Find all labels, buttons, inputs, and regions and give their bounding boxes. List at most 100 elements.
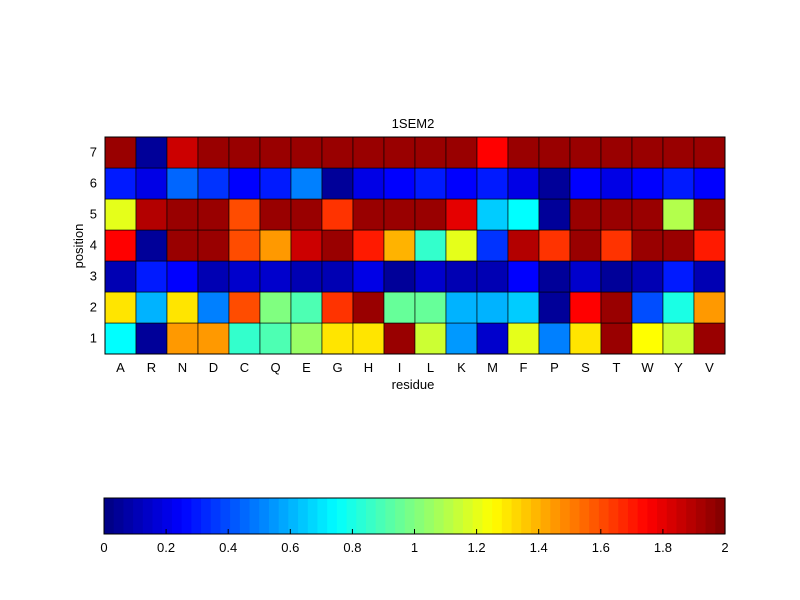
colorbar-swatch (598, 498, 610, 534)
heatmap-cell (662, 322, 695, 355)
heatmap-cell (476, 260, 509, 293)
heatmap-cell (352, 260, 385, 293)
heatmap-cell (445, 322, 478, 355)
colorbar-tick-label: 1.6 (592, 540, 610, 555)
heatmap-cell (166, 198, 199, 231)
heatmap-cell (383, 291, 416, 324)
heatmap-cell (290, 260, 323, 293)
colorbar-tick-label: 0 (100, 540, 107, 555)
heatmap-cell (445, 291, 478, 324)
colorbar-swatch (152, 498, 163, 534)
colorbar-swatch (560, 498, 571, 534)
colorbar-swatch (201, 498, 212, 534)
heatmap-cell (321, 229, 354, 262)
heatmap-cell (600, 167, 633, 200)
heatmap-cell (259, 167, 292, 200)
colorbar-tick-label: 0.8 (343, 540, 361, 555)
x-tick-label: F (520, 360, 528, 375)
heatmap-cell (383, 260, 416, 293)
heatmap-cell (166, 229, 199, 262)
heatmap-cell (166, 322, 199, 355)
colorbar-swatch (336, 498, 348, 534)
heatmap-cell (476, 322, 509, 355)
heatmap-cell (538, 198, 571, 231)
heatmap-cell (662, 167, 695, 200)
heatmap-cell (290, 136, 323, 169)
colorbar-swatch (686, 498, 697, 534)
x-tick-label: C (240, 360, 249, 375)
heatmap-cell (104, 136, 137, 169)
x-tick-label: D (209, 360, 218, 375)
heatmap-cell (445, 167, 478, 200)
heatmap-cell (166, 167, 199, 200)
colorbar-swatch (637, 498, 648, 534)
heatmap-cell (476, 198, 509, 231)
colorbar-swatch (210, 498, 222, 534)
colorbar-swatch (715, 498, 726, 534)
heatmap-cell (228, 167, 261, 200)
heatmap-cell (600, 198, 633, 231)
heatmap-cell (135, 229, 168, 262)
colorbar-tick-label: 0.6 (281, 540, 299, 555)
heatmap-cell (135, 198, 168, 231)
y-tick-label: 5 (90, 207, 97, 222)
x-tick-label: P (550, 360, 559, 375)
colorbar-tick-labels: 0 0.2 0.4 0.6 0.8 1 1.2 1.4 1.6 1.8 2 (100, 529, 729, 555)
heatmap-cell (352, 291, 385, 324)
heatmap-frame (104, 136, 726, 355)
colorbar-swatch (133, 498, 144, 534)
colorbar-swatch (550, 498, 561, 534)
colorbar-swatch (492, 498, 503, 534)
y-tick-label: 2 (90, 300, 97, 315)
colorbar-swatch (298, 498, 309, 534)
heatmap-cell (569, 322, 602, 355)
heatmap-cell (693, 136, 726, 169)
heatmap-cell (166, 260, 199, 293)
colorbar-swatch (676, 498, 687, 534)
heatmap-cell (507, 291, 540, 324)
colorbar-tick-label: 1.8 (654, 540, 672, 555)
heatmap-cell (538, 291, 571, 324)
colorbar-swatch (666, 498, 678, 534)
heatmap-cell (290, 322, 323, 355)
colorbar-swatch (230, 498, 241, 534)
x-tick-label: W (641, 360, 654, 375)
x-tick-label: S (581, 360, 590, 375)
x-tick-label: V (705, 360, 714, 375)
heatmap-cell (662, 260, 695, 293)
x-tick-label: L (427, 360, 434, 375)
colorbar-tick-label: 2 (721, 540, 728, 555)
heatmap-cell (197, 291, 230, 324)
heatmap-cell (569, 291, 602, 324)
heatmap-cell (693, 167, 726, 200)
colorbar-swatch (414, 498, 425, 534)
colorbar-tick-label: 0.2 (157, 540, 175, 555)
colorbar-swatch (249, 498, 260, 534)
y-tick-label: 1 (90, 331, 97, 346)
colorbar-swatch (171, 498, 183, 534)
heatmap-cell (600, 229, 633, 262)
colorbar-swatch (307, 498, 319, 534)
heatmap-cell (259, 260, 292, 293)
heatmap-cell (259, 322, 292, 355)
heatmap-cell (507, 136, 540, 169)
heatmap-cell (414, 229, 447, 262)
heatmap-cell (507, 260, 540, 293)
heatmap-cell (290, 291, 323, 324)
colorbar-tick-label: 1.2 (468, 540, 486, 555)
colorbar-tick-label: 0.4 (219, 540, 237, 555)
y-tick-label: 3 (90, 269, 97, 284)
heatmap-cell (476, 167, 509, 200)
heatmap-cell (569, 167, 602, 200)
x-tick-label: I (398, 360, 402, 375)
colorbar-swatch (317, 498, 328, 534)
heatmap-cell (383, 322, 416, 355)
heatmap-cell (631, 229, 664, 262)
colorbar-swatch (618, 498, 629, 534)
heatmap-cell (445, 260, 478, 293)
heatmap-cell (383, 167, 416, 200)
heatmap-cell (104, 322, 137, 355)
heatmap-cell (538, 167, 571, 200)
heatmap-cell (290, 229, 323, 262)
